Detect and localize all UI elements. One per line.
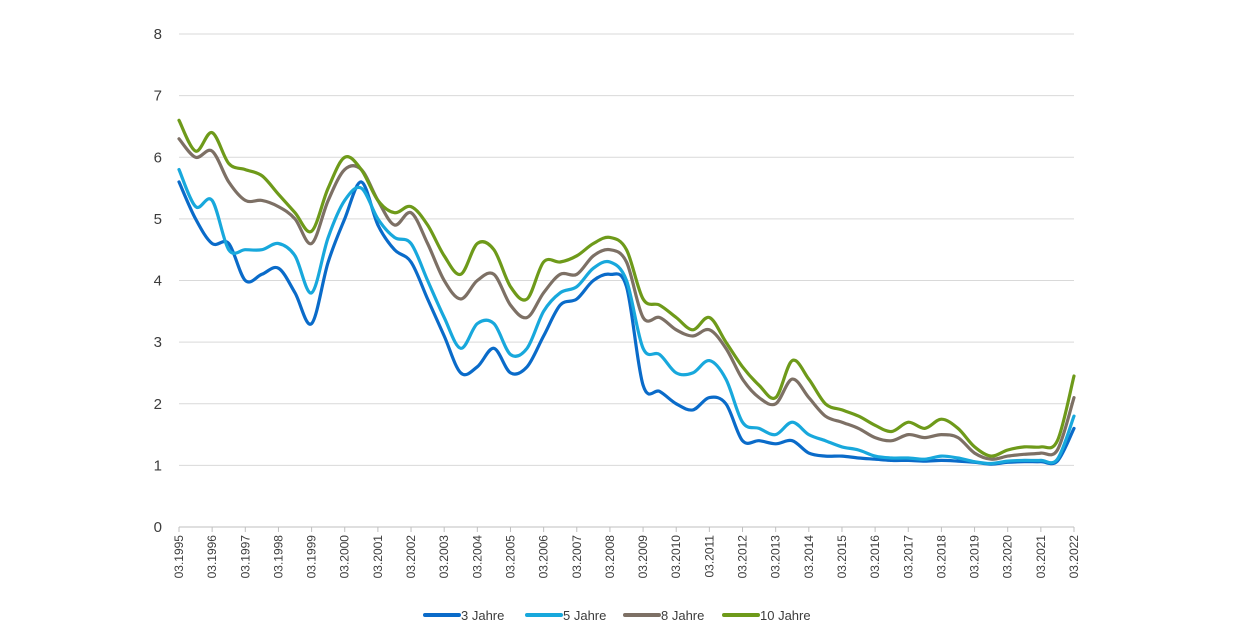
x-tick-label: 03.2015 [835,535,849,579]
series-line-3-jahre [177,180,1076,466]
y-tick-label: 6 [154,149,162,166]
series-line-5-jahre [177,168,1076,466]
x-axis: 03.1995 03.1996 03.1997 03.1998 03.1999 03.20… [172,526,1081,579]
x-tick-label: 03.2022 [1067,535,1081,579]
x-tick-label: 03.2019 [968,535,982,579]
x-tick-label: 03.2011 [702,535,716,578]
x-tick-label: 03.2009 [636,535,650,579]
x-tick-label: 03.1999 [305,535,319,579]
y-tick-label: 3 [154,334,162,351]
y-tick-label: 4 [154,273,162,290]
legend-label: 8 Jahre [661,608,704,623]
x-tick-label: 03.2003 [437,535,451,579]
x-tick-label: 03.1995 [172,535,186,579]
x-tick-label: 03.2001 [371,535,385,579]
x-tick-label: 03.1997 [238,535,252,579]
legend-label: 3 Jahre [461,608,504,623]
series-lines [177,118,1076,466]
x-tick-label: 03.2018 [934,535,948,579]
x-tick-label: 03.2008 [603,535,617,579]
y-tick-label: 8 [154,26,162,43]
legend-label: 10 Jahre [760,608,811,623]
x-tick-label: 03.2021 [1034,535,1048,579]
x-tick-label: 03.2004 [470,535,484,579]
y-axis-ticks: 0 1 2 3 4 5 6 7 8 [154,26,162,536]
x-tick-label: 03.2000 [338,535,352,579]
x-tick-label: 03.2010 [669,535,683,579]
x-tick-label: 03.1996 [205,535,219,579]
gridlines [179,33,1074,466]
x-tick-label: 03.2002 [404,535,418,579]
x-tick-label: 03.1998 [271,535,285,579]
y-tick-label: 5 [154,211,162,228]
x-tick-label: 03.2016 [868,535,882,579]
y-tick-label: 1 [154,457,162,474]
series-line-8-jahre [177,137,1076,461]
legend-label: 5 Jahre [563,608,606,623]
legend: 3 Jahre 5 Jahre 8 Jahre 10 Jahre [423,608,811,623]
x-tick-label: 03.2007 [570,535,584,579]
series-line-10-jahre [177,118,1076,458]
x-tick-label: 03.2005 [503,535,517,579]
x-tick-label: 03.2020 [1001,535,1015,579]
x-tick-label: 03.2012 [736,535,750,579]
x-tick-label: 03.2017 [901,535,915,579]
y-tick-label: 2 [154,396,162,413]
y-tick-label: 0 [154,519,162,536]
y-tick-label: 7 [154,88,162,105]
x-tick-label: 03.2006 [537,535,551,579]
x-tick-label: 03.2013 [769,535,783,579]
x-tick-label: 03.2014 [802,535,816,579]
